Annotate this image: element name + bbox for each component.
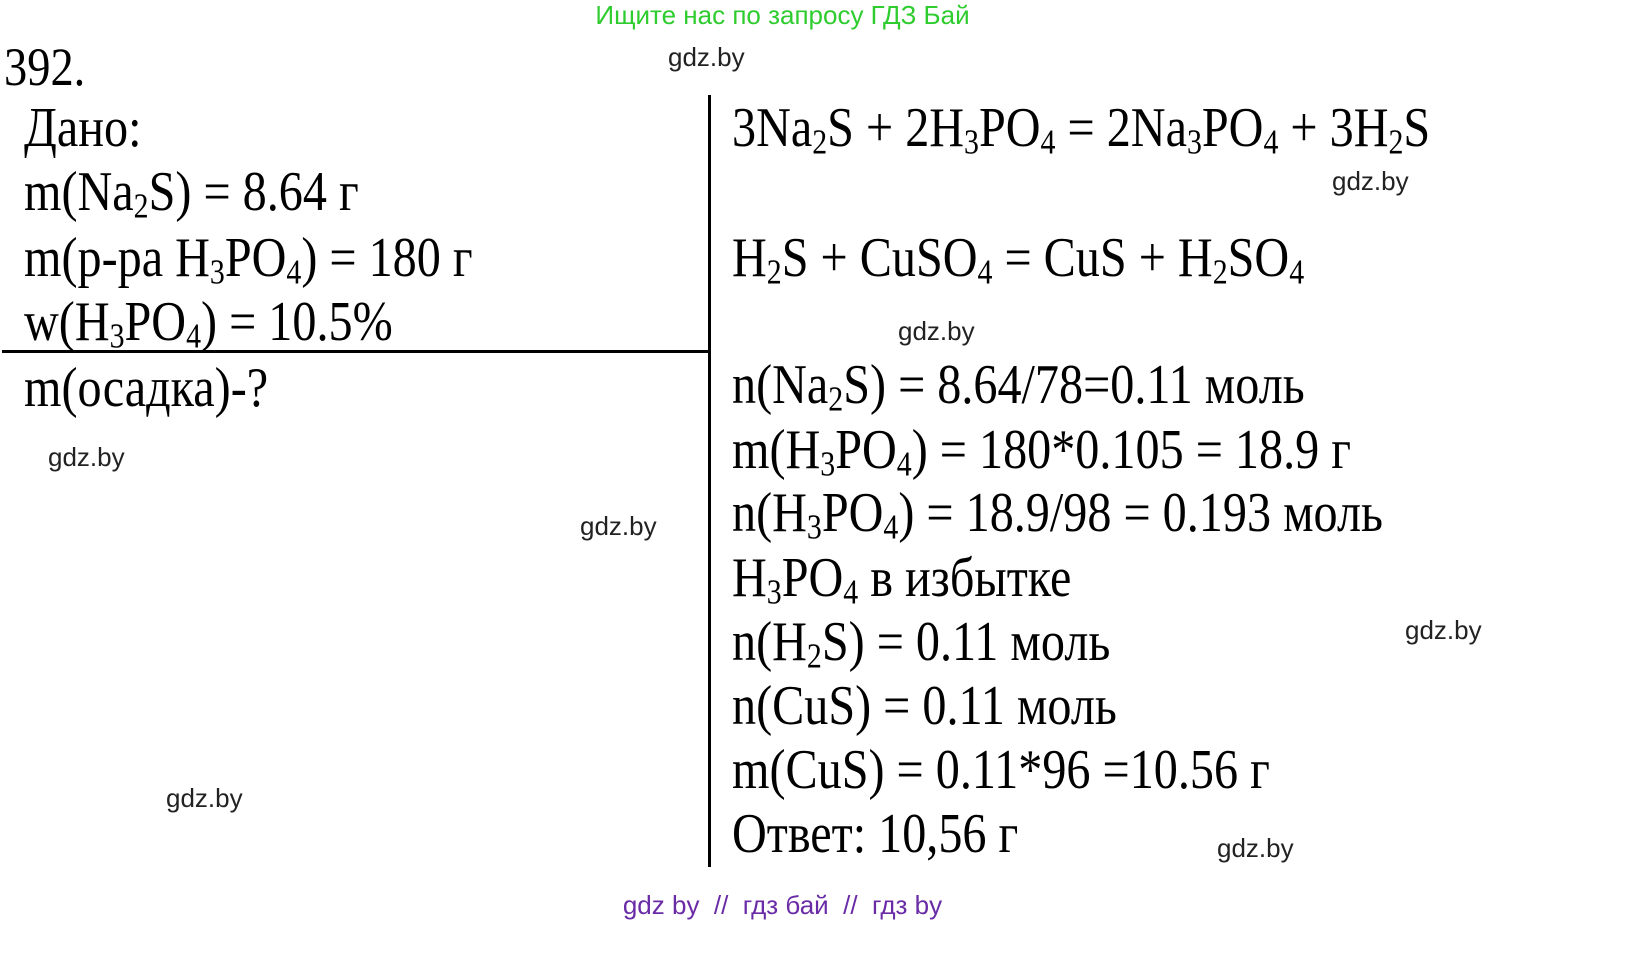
formula-text: 3Na bbox=[732, 97, 813, 159]
subscript: 3 bbox=[820, 444, 836, 484]
watermark: gdz.by bbox=[898, 316, 975, 346]
formula-text: Ответ: 10,56 г bbox=[732, 803, 1019, 865]
subscript: 3 bbox=[964, 122, 979, 162]
solution-line: m(H3PO4) = 180*0.105 = 18.9 г bbox=[732, 419, 1351, 481]
subscript: 4 bbox=[1289, 252, 1305, 292]
watermark: gdz.by bbox=[1332, 166, 1409, 196]
solution-line: n(Na2S) = 8.64/78=0.11 моль bbox=[732, 354, 1305, 416]
formula-text: n(Na bbox=[732, 354, 829, 416]
formula-text: PO bbox=[781, 547, 844, 609]
formula-text: + 3H bbox=[1278, 97, 1389, 159]
reaction-equation: 3Na2S + 2H3PO4 = 2Na3PO4 + 3H2S bbox=[732, 97, 1431, 159]
subscript: 2 bbox=[1388, 122, 1404, 162]
formula-text: = CuS + H bbox=[992, 227, 1213, 289]
subscript: 3 bbox=[1186, 122, 1202, 162]
subscript: 4 bbox=[977, 252, 993, 292]
formula-text: ) = 10.5% bbox=[201, 291, 393, 353]
subscript: 2 bbox=[828, 379, 844, 419]
subscript: 4 bbox=[896, 444, 912, 484]
formula-text: n(CuS) = 0.11 моль bbox=[732, 675, 1117, 737]
subscript: 4 bbox=[843, 572, 859, 612]
watermark: gdz.by bbox=[1217, 833, 1294, 863]
subscript: 3 bbox=[766, 572, 782, 612]
given-line: w(H3PO4) = 10.5% bbox=[24, 291, 393, 353]
formula-text: m(H bbox=[732, 419, 821, 481]
solution-line: n(H2S) = 0.11 моль bbox=[732, 611, 1111, 673]
answer-line: Ответ: 10,56 г bbox=[732, 806, 1018, 862]
formula-text: S + 2H bbox=[827, 97, 965, 159]
solution-line: H3PO4 в избытке bbox=[732, 547, 1072, 609]
solution-line: n(CuS) = 0.11 моль bbox=[732, 678, 1117, 734]
subscript: 2 bbox=[1212, 252, 1228, 292]
horizontal-divider bbox=[2, 350, 710, 353]
subscript: 4 bbox=[286, 252, 302, 292]
find-line: m(осадка)-? bbox=[24, 360, 268, 416]
formula-text: PO bbox=[1201, 97, 1264, 159]
search-hint-banner: Ищите нас по запросу ГДЗ Бай bbox=[595, 0, 970, 30]
formula-text: PO bbox=[224, 227, 287, 289]
formula-text: S + CuSO bbox=[781, 227, 978, 289]
reaction-equation: H2S + CuSO4 = CuS + H2SO4 bbox=[732, 227, 1304, 289]
formula-text: n(H bbox=[732, 611, 807, 673]
given-line: m(Na2S) = 8.64 г bbox=[24, 161, 359, 223]
problem-number: 392. bbox=[4, 37, 86, 97]
subscript: 2 bbox=[766, 252, 782, 292]
subscript: 2 bbox=[806, 636, 822, 676]
formula-text: S bbox=[1403, 97, 1431, 159]
watermark: gdz.by bbox=[668, 42, 745, 72]
subscript: 3 bbox=[109, 316, 125, 356]
watermark: gdz.by bbox=[580, 511, 657, 541]
formula-text: = 2Na bbox=[1055, 97, 1187, 159]
formula-text: ) = 180 г bbox=[301, 227, 473, 289]
formula-text: m(р-ра H bbox=[24, 227, 210, 289]
given-line: m(р-ра H3PO4) = 180 г bbox=[24, 227, 473, 289]
subscript: 3 bbox=[806, 507, 822, 547]
watermark: gdz.by bbox=[48, 442, 125, 472]
subscript: 3 bbox=[209, 252, 225, 292]
formula-text: ) = 180*0.105 = 18.9 г bbox=[911, 419, 1351, 481]
footer-links: gdz by // гдз бай // гдз by bbox=[622, 890, 943, 920]
subscript: 4 bbox=[1263, 122, 1279, 162]
subscript: 4 bbox=[186, 316, 202, 356]
subscript: 2 bbox=[133, 186, 149, 226]
subscript: 4 bbox=[883, 507, 899, 547]
formula-text: n(H bbox=[732, 482, 807, 544]
subscript: 2 bbox=[812, 122, 828, 162]
watermark: gdz.by bbox=[1405, 615, 1482, 645]
formula-text: S) = 8.64 г bbox=[148, 161, 359, 223]
formula-text: m(осадка)-? bbox=[24, 357, 269, 419]
subscript: 4 bbox=[1040, 122, 1056, 162]
formula-text: ) = 18.9/98 = 0.193 моль bbox=[898, 482, 1383, 544]
formula-text: H bbox=[732, 227, 767, 289]
formula-text: PO bbox=[835, 419, 897, 481]
solution-line: n(H3PO4) = 18.9/98 = 0.193 моль bbox=[732, 482, 1383, 544]
formula-text: S) = 0.11 моль bbox=[821, 611, 1111, 673]
formula-text: PO bbox=[821, 482, 884, 544]
formula-text: m(CuS) = 0.11*96 =10.56 г bbox=[732, 739, 1270, 801]
formula-text: SO bbox=[1227, 227, 1290, 289]
formula-text: в избытке bbox=[858, 547, 1072, 609]
formula-text: S) = 8.64/78=0.11 моль bbox=[843, 354, 1305, 416]
given-title: Дано: bbox=[24, 97, 142, 159]
formula-text: H bbox=[732, 547, 767, 609]
formula-text: PO bbox=[124, 291, 187, 353]
solution-line: m(CuS) = 0.11*96 =10.56 г bbox=[732, 742, 1270, 798]
formula-text: m(Na bbox=[24, 161, 134, 223]
formula-text: w(H bbox=[24, 291, 110, 353]
vertical-divider bbox=[708, 95, 711, 867]
watermark: gdz.by bbox=[166, 783, 243, 813]
formula-text: PO bbox=[978, 97, 1041, 159]
